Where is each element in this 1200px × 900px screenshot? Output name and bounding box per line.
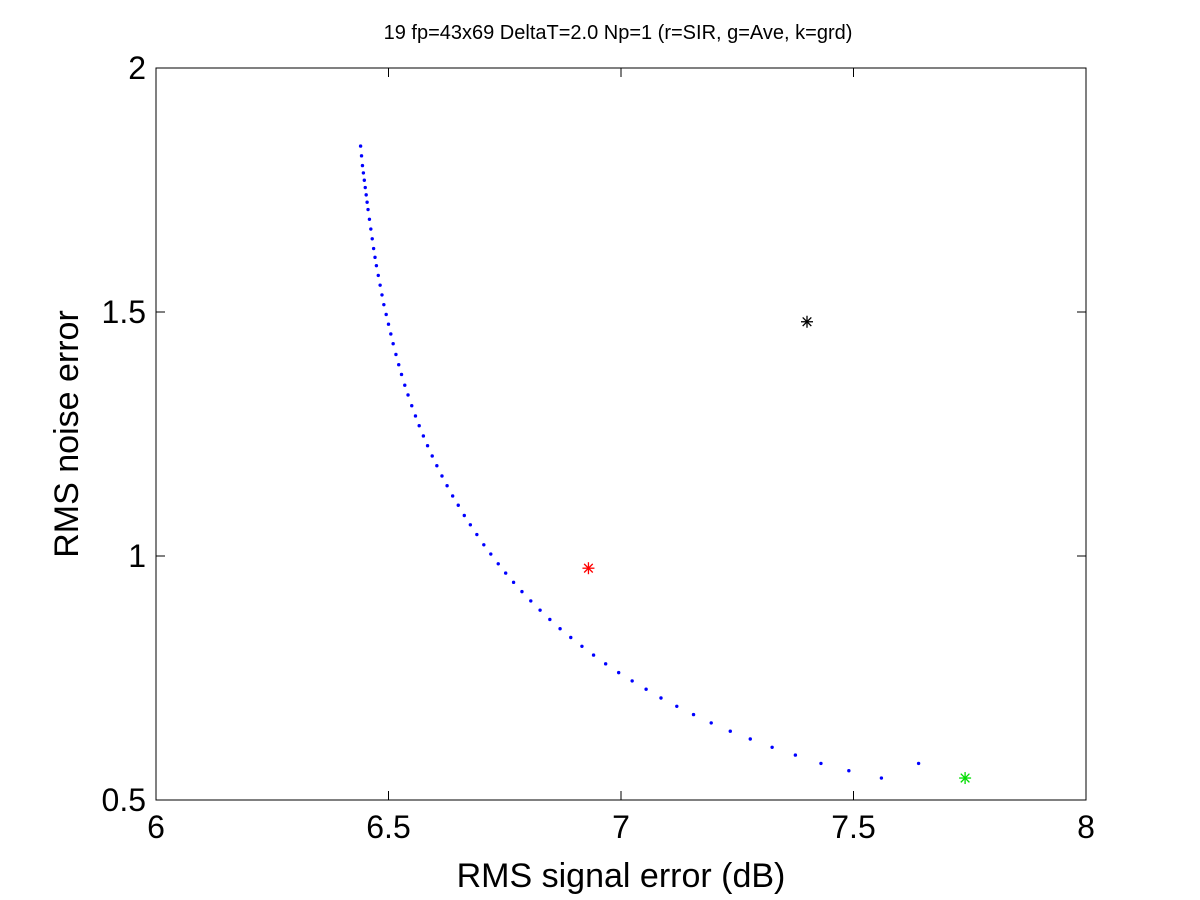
- curve-point: [709, 721, 713, 725]
- curve-point: [384, 312, 388, 317]
- curve-point: [371, 246, 376, 251]
- curve-point: [529, 599, 533, 603]
- curve-point: [430, 454, 434, 458]
- curve-point: [770, 745, 774, 749]
- curve-point: [538, 608, 542, 612]
- curve-point: [363, 185, 367, 190]
- curve-point: [793, 753, 798, 757]
- curve-point: [373, 255, 377, 260]
- y-tick-label: 0.5: [102, 782, 146, 818]
- curve-point: [362, 178, 367, 182]
- curve-point: [366, 207, 370, 212]
- curve-point: [391, 342, 395, 346]
- curve-point: [367, 217, 372, 221]
- curve-point: [421, 434, 426, 438]
- curve-point: [413, 414, 418, 418]
- x-axis-label: RMS signal error (dB): [457, 857, 786, 895]
- marker-ave: [959, 772, 972, 785]
- x-tick-label: 7: [612, 809, 630, 845]
- curve-point: [630, 679, 634, 683]
- curve-point: [450, 494, 455, 498]
- curve-point: [691, 712, 696, 717]
- curve-point: [558, 627, 562, 631]
- curve-point: [591, 653, 596, 657]
- curve-point: [675, 704, 679, 709]
- curve-point: [359, 154, 364, 158]
- chart-title: 19 fp=43x69 DeltaT=2.0 Np=1 (r=SIR, g=Av…: [384, 22, 853, 44]
- curve-point: [462, 513, 466, 518]
- curve-point: [548, 617, 552, 622]
- curve-point: [580, 644, 584, 648]
- curve-point: [380, 293, 384, 297]
- curve-point: [376, 273, 380, 278]
- plot-area: [155, 67, 1087, 801]
- curve-point: [520, 589, 524, 594]
- curve-point: [435, 464, 439, 468]
- y-tick-label: 2: [128, 50, 146, 86]
- curve-point: [369, 227, 373, 231]
- curve-point: [361, 171, 366, 175]
- curve-point: [456, 503, 460, 507]
- highlight-markers: [582, 315, 972, 785]
- curve-point: [847, 769, 851, 773]
- tick-labels: 6 6.5 7 7.5 8 0.5 1 1.5 2: [102, 50, 1095, 845]
- curve-point: [374, 263, 379, 268]
- curve-point: [659, 696, 663, 700]
- curve-point: [358, 144, 363, 148]
- curve-point: [370, 237, 374, 241]
- curve-point: [410, 403, 414, 408]
- curve-point: [382, 302, 386, 307]
- y-tick-label: 1.5: [102, 294, 146, 330]
- curve-point: [728, 729, 732, 733]
- curve-point: [468, 523, 473, 527]
- x-tick-label: 8: [1077, 809, 1095, 845]
- marker-grd: [801, 315, 813, 328]
- curve-point: [496, 562, 500, 566]
- axis-ticks: [155, 67, 1087, 801]
- x-tick-label: 6: [147, 809, 165, 845]
- curve-point: [748, 737, 752, 741]
- curve-point: [445, 484, 449, 488]
- x-tick-label: 7.5: [831, 809, 875, 845]
- curve-point: [603, 662, 608, 666]
- curve-point: [511, 580, 516, 585]
- curve-point: [386, 322, 391, 326]
- curve-point: [397, 363, 401, 367]
- curve-point: [644, 687, 648, 691]
- curve-point: [417, 424, 421, 428]
- curve-point: [879, 776, 884, 780]
- curve-point: [364, 193, 368, 197]
- curve-point: [616, 670, 621, 675]
- curve-point: [425, 444, 430, 448]
- curve-point: [916, 761, 921, 766]
- curve-point: [482, 543, 486, 547]
- curve-point: [569, 635, 573, 640]
- curve-point: [389, 332, 393, 336]
- tradeoff-curve: [358, 144, 921, 780]
- curve-point: [819, 761, 823, 766]
- curve-point: [399, 372, 404, 377]
- curve-point: [378, 283, 382, 287]
- curve-point: [475, 532, 479, 537]
- curve-point: [440, 474, 444, 478]
- curve-point: [503, 571, 508, 575]
- curve-point: [489, 552, 493, 556]
- y-tick-label: 1: [128, 538, 146, 574]
- y-axis-label: RMS noise error: [48, 310, 86, 558]
- marker-sir: [582, 562, 595, 575]
- curve-point: [360, 163, 365, 168]
- curve-point: [403, 383, 407, 387]
- x-tick-label: 6.5: [366, 809, 410, 845]
- curve-point: [394, 352, 398, 357]
- curve-point: [406, 393, 410, 397]
- curve-point: [365, 200, 369, 204]
